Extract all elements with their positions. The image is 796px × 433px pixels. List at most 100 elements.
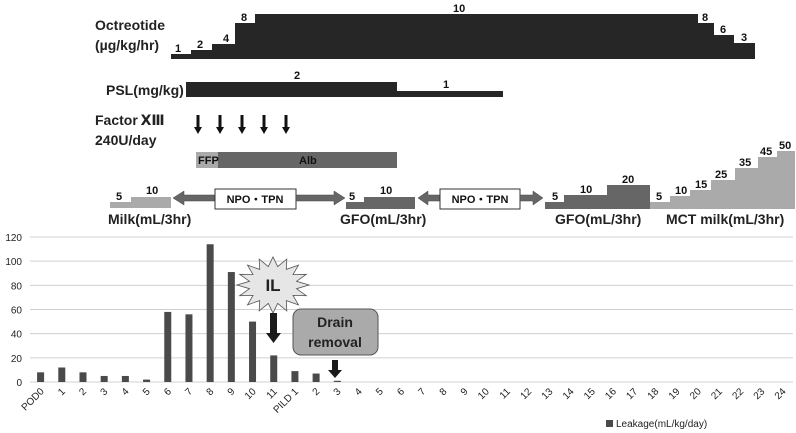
chart-grid: 0 20 40 60 80 100 120 [5, 233, 793, 389]
gfo-step: 10 [580, 184, 592, 196]
x-tick-label: 17 [625, 386, 641, 402]
alb-label: Alb [299, 155, 317, 167]
npo-right-arrow-2 [519, 190, 544, 206]
x-tick-label: 24 [773, 386, 789, 402]
psl-dose-2-bar [186, 82, 397, 97]
x-tick-label: 2 [77, 386, 89, 398]
factor-xiii-label: Factor ⅩⅢ [95, 112, 165, 128]
x-tick-label: 11 [265, 386, 280, 401]
leakage-bar [270, 355, 278, 382]
x-tick-label: 18 [646, 386, 662, 402]
psl-label: PSL(mg/kg) [106, 82, 184, 98]
octreotide-dose-bar [171, 14, 755, 59]
milk-label: Milk(mL/3hr) [108, 211, 191, 227]
npo-tpn-label-1: NPO・TPN [227, 194, 284, 206]
gfo-bar-2 [545, 185, 650, 209]
x-tick-label: 8 [438, 386, 450, 398]
x-tick-label: 9 [459, 386, 471, 398]
x-tick-label: 2 [311, 386, 323, 398]
drain-removal-label-2: removal [308, 334, 362, 350]
milk-step: 5 [116, 191, 122, 203]
y-tick-label: 80 [11, 281, 23, 292]
npo-left-arrow-1 [172, 190, 216, 206]
octreotide-label: Octreotide [95, 17, 165, 33]
il-down-arrow-icon [266, 313, 281, 343]
x-tick-label: 6 [162, 386, 174, 398]
down-arrow-icon [216, 115, 224, 134]
ffp-bar [196, 152, 218, 168]
x-tick-label: 4 [120, 386, 132, 398]
x-tick-label: 19 [667, 386, 683, 402]
x-tick-label: 7 [183, 386, 195, 398]
x-tick-label: 22 [730, 386, 746, 402]
gfo-bar-1 [346, 197, 415, 209]
mct-step: 50 [779, 140, 791, 152]
x-tick-label: 21 [709, 386, 725, 402]
psl-dose: 2 [294, 70, 300, 82]
leakage-bar [37, 372, 45, 382]
mct-milk-label: MCT milk(mL/3hr) [666, 211, 784, 227]
leakage-bar [100, 375, 108, 382]
x-tick-label: 16 [603, 386, 619, 402]
leakage-bar [291, 371, 299, 382]
x-tick-label: 1 [56, 386, 68, 398]
gfo-step: 20 [622, 174, 634, 186]
il-label: IL [265, 276, 280, 295]
gfo-step: 5 [552, 191, 558, 203]
octreotide-step: 3 [741, 32, 747, 44]
x-tick-label: 14 [561, 386, 577, 402]
octreotide-step: 8 [241, 12, 247, 24]
down-arrow-icon [194, 115, 202, 134]
milk-step: 10 [146, 185, 158, 197]
octreotide-step: 6 [720, 24, 726, 36]
y-tick-label: 60 [11, 306, 23, 317]
npo-tpn-label-2: NPO・TPN [452, 194, 509, 206]
x-tick-label: 11 [498, 386, 513, 401]
leakage-bar [164, 311, 172, 382]
x-tick-label: 6 [395, 386, 407, 398]
x-tick-label: 12 [519, 386, 535, 402]
mct-step: 45 [760, 146, 772, 158]
alb-bar [218, 152, 397, 168]
y-tick-label: 100 [5, 257, 22, 268]
chart-bars [37, 244, 341, 382]
mct-milk-bar [650, 151, 795, 209]
x-tick-label: 5 [141, 386, 153, 398]
octreotide-step: 2 [197, 39, 203, 51]
drain-removal-label: Drain [317, 314, 353, 330]
leakage-bar [185, 314, 193, 382]
leakage-bar [333, 380, 341, 382]
legend-swatch [606, 420, 613, 427]
octreotide-step: 1 [175, 43, 181, 55]
mct-step: 35 [739, 157, 751, 169]
gfo-label-1: GFO(mL/3hr) [340, 211, 426, 227]
milk-bar [110, 197, 171, 208]
x-tick-label: POD0 [20, 386, 47, 413]
down-arrow-icon [282, 115, 290, 134]
x-tick-label: 3 [332, 386, 344, 398]
leakage-bar [79, 372, 87, 382]
y-tick-label: 20 [11, 354, 23, 365]
leakage-bar [312, 373, 320, 382]
y-tick-label: 40 [11, 330, 23, 341]
x-tick-label: 13 [540, 386, 556, 402]
factor-xiii-arrows [194, 115, 290, 134]
legend-label: Leakage(mL/kg/day) [616, 419, 707, 430]
octreotide-step: 4 [223, 33, 230, 45]
x-tick-label: 10 [476, 386, 492, 402]
x-tick-label: 20 [688, 386, 704, 402]
x-tick-label: 7 [417, 386, 429, 398]
octreotide-step: 8 [702, 12, 708, 24]
psl-dose: 1 [443, 79, 449, 91]
npo-right-arrow-1 [295, 190, 346, 206]
octreotide-step: 10 [453, 3, 465, 15]
factor-xiii-dose-label: 240U/day [95, 132, 157, 148]
x-tick-label: 3 [99, 386, 111, 398]
x-tick-label: 9 [226, 386, 238, 398]
drain-down-arrow-icon [328, 360, 342, 378]
x-tick-label: 15 [582, 386, 598, 402]
octreotide-unit-label: (µg/kg/hr) [95, 37, 159, 53]
down-arrow-icon [260, 115, 268, 134]
x-tick-label: 5 [374, 386, 386, 398]
